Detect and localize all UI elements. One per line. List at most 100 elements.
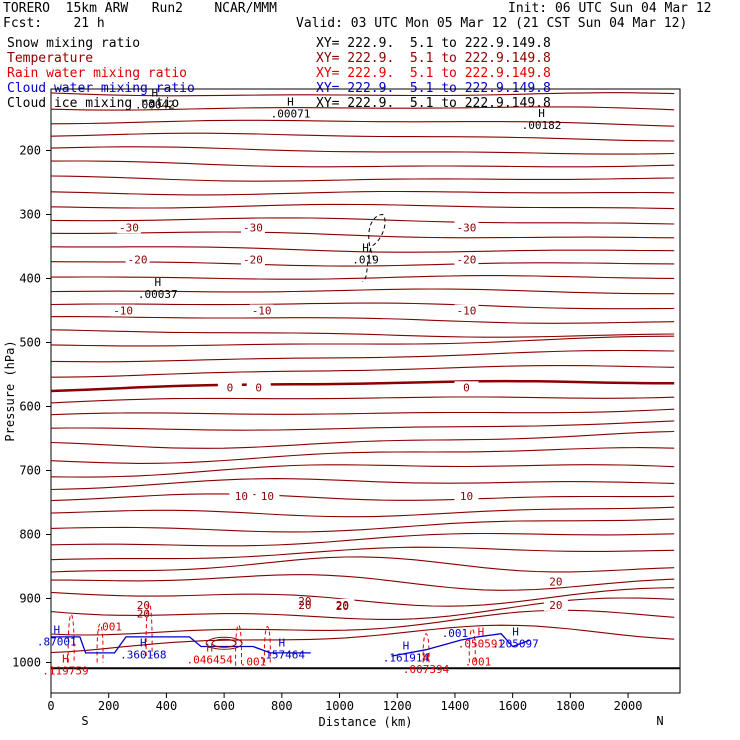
max-marker-letter: H bbox=[403, 640, 410, 653]
isotherm-label-bg bbox=[125, 253, 150, 266]
isotherm-line bbox=[51, 275, 675, 280]
isotherm-line bbox=[50, 597, 675, 620]
isotherm-line bbox=[50, 335, 675, 347]
max-marker-letter: H bbox=[423, 651, 430, 664]
isotherm-line bbox=[50, 146, 675, 155]
max-marker-value: .00042 bbox=[135, 99, 175, 112]
x-axis-tick-label: 1200 bbox=[383, 699, 412, 713]
isotherm-line bbox=[50, 609, 675, 636]
isotherm-line bbox=[50, 190, 675, 196]
isotherm-line bbox=[50, 217, 675, 225]
max-marker-value: .00182 bbox=[522, 119, 562, 132]
isotherm-label: -20 bbox=[457, 253, 477, 266]
endpoint-left-label: S bbox=[81, 714, 88, 728]
isotherm-label-bg bbox=[246, 381, 271, 394]
isotherm-label-bg bbox=[330, 598, 355, 611]
y-axis-tick-label: 500 bbox=[19, 336, 41, 350]
isotherm-line bbox=[50, 430, 675, 449]
isotherm-label-bg bbox=[255, 490, 280, 503]
contour-label: .001 bbox=[465, 656, 492, 669]
legend-temperature-name: Temperature bbox=[7, 51, 94, 66]
isotherm-label-bg bbox=[454, 221, 479, 234]
contour-label: .001 bbox=[442, 627, 469, 640]
isotherm-line bbox=[50, 408, 675, 416]
contour-label: 20 bbox=[298, 595, 311, 608]
cloud-ice-contour bbox=[211, 638, 237, 648]
x-axis-tick-label: 600 bbox=[213, 699, 235, 713]
max-marker-letter: H bbox=[140, 637, 147, 650]
model-title: TORERO 15km ARW Run2 NCAR/MMM bbox=[3, 1, 277, 16]
rain-contour bbox=[145, 603, 153, 657]
max-marker-value: .360168 bbox=[120, 649, 166, 662]
max-marker-letter: H bbox=[512, 626, 519, 639]
isotherm-line bbox=[50, 365, 675, 378]
x-axis-tick-label: 1800 bbox=[556, 699, 585, 713]
isotherm-line bbox=[50, 106, 675, 111]
endpoint-right-label: N bbox=[656, 714, 663, 728]
isotherm-label-bg bbox=[454, 381, 479, 394]
y-axis-tick-label: 900 bbox=[19, 592, 41, 606]
y-axis-tick-label: 700 bbox=[19, 464, 41, 478]
max-marker-letter: H bbox=[279, 637, 286, 650]
isotherm-line bbox=[50, 246, 675, 253]
isotherm-label-bg bbox=[240, 253, 265, 266]
isotherm-line bbox=[50, 464, 675, 478]
isotherm-line bbox=[50, 203, 675, 210]
isotherm-line bbox=[50, 349, 675, 363]
max-marker-value: .00071 bbox=[271, 108, 311, 121]
x-axis-tick-label: 1600 bbox=[498, 699, 527, 713]
rain-contour bbox=[67, 614, 75, 663]
isotherm-line bbox=[50, 506, 675, 518]
y-axis-tick-label: 800 bbox=[19, 528, 41, 542]
contour-label: .001 bbox=[240, 656, 267, 669]
isotherm-line bbox=[50, 493, 675, 502]
max-marker-value: .157464 bbox=[259, 649, 306, 662]
y-axis-tick-label: 200 bbox=[19, 144, 41, 158]
cloud-water-contour bbox=[51, 636, 311, 654]
isotherm-label-bg bbox=[454, 253, 479, 266]
cloud-water-contour bbox=[391, 633, 531, 657]
max-marker-value: .007394 bbox=[403, 663, 450, 676]
isotherm-line bbox=[50, 396, 675, 404]
isotherm-label-bg bbox=[454, 304, 479, 317]
cloud-ice-contour bbox=[205, 636, 243, 650]
temperature-isotherms bbox=[50, 92, 675, 654]
x-axis-title: Distance (km) bbox=[319, 715, 413, 729]
max-marker-letter: H bbox=[62, 653, 69, 666]
isotherm-line bbox=[50, 532, 675, 547]
isotherm-label-bg bbox=[217, 381, 242, 394]
max-marker-value: .046454 bbox=[187, 654, 234, 667]
isotherm-label-bg bbox=[131, 598, 156, 611]
isotherm-label-bg bbox=[111, 304, 136, 317]
legend-snow-name: Snow mixing ratio bbox=[7, 36, 141, 51]
isotherm-label: -10 bbox=[113, 305, 133, 318]
x-axis-tick-label: 200 bbox=[98, 699, 120, 713]
x-axis-tick-label: 0 bbox=[47, 699, 54, 713]
max-marker-letter: H bbox=[362, 242, 369, 255]
max-marker-letter: H bbox=[154, 276, 161, 289]
init-time: Init: 06 UTC Sun 04 Mar 12 bbox=[508, 1, 712, 16]
isotherm-line bbox=[50, 302, 675, 310]
isotherm-line bbox=[50, 624, 675, 654]
isotherm-label-bg bbox=[116, 221, 141, 234]
contour-label: 20 bbox=[549, 576, 562, 589]
max-marker-value: .050591 bbox=[458, 638, 504, 651]
x-axis-tick-label: 800 bbox=[271, 699, 293, 713]
isotherm-line bbox=[50, 288, 675, 295]
isotherm-line bbox=[50, 160, 675, 168]
isotherm-line bbox=[50, 478, 675, 491]
isotherm-line bbox=[51, 574, 675, 591]
isotherm-line bbox=[50, 587, 675, 607]
legend-temperature-range: XY= 222.9. 5.1 to 222.9.149.8 bbox=[316, 51, 551, 66]
isotherm-line bbox=[50, 175, 675, 182]
isotherm-label-bg bbox=[249, 304, 274, 317]
isotherm-label-bg bbox=[454, 490, 479, 503]
legend-rain-range: XY= 222.9. 5.1 to 222.9.149.8 bbox=[316, 66, 551, 81]
y-axis-tick-label: 300 bbox=[19, 208, 41, 222]
isotherm-label: 20 bbox=[336, 599, 349, 612]
isotherm-label: 10 bbox=[235, 490, 248, 503]
isotherm-label: 20 bbox=[549, 599, 562, 612]
snow-contour bbox=[362, 213, 386, 283]
x-axis-tick-label: 1400 bbox=[440, 699, 469, 713]
